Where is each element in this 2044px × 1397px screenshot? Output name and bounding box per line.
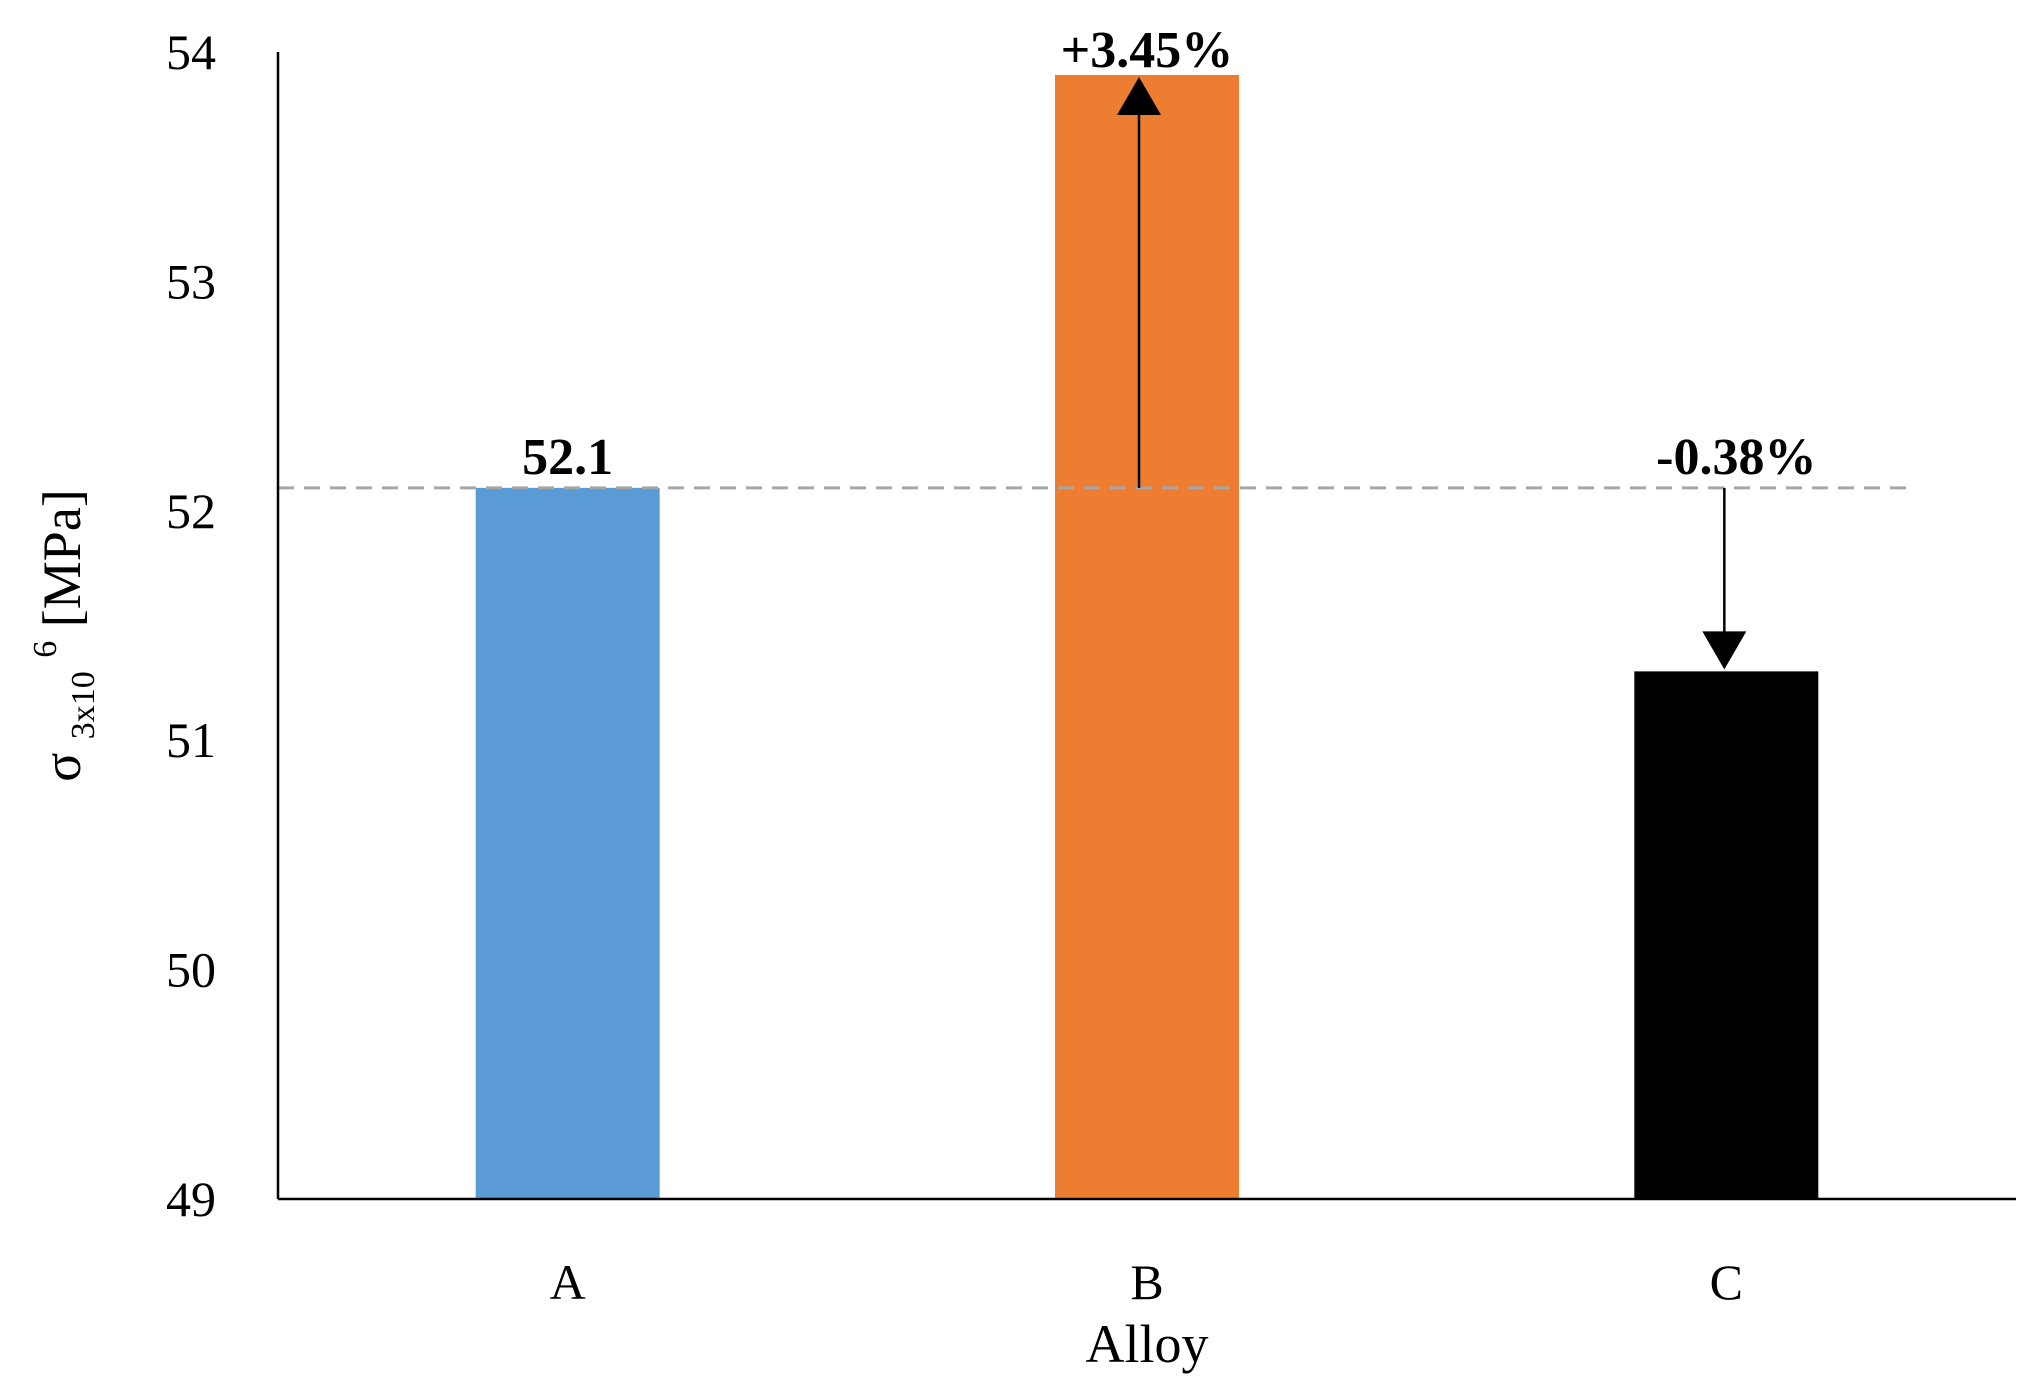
- decrease-arrowhead: [1702, 631, 1747, 670]
- annotations-layer: 52.1 +3.45% -0.38%: [522, 22, 1816, 670]
- x-tick-label: C: [1710, 1254, 1743, 1310]
- y-tick-label: 50: [166, 942, 216, 998]
- y-tick-labels: 49 50 51 52 53 54: [166, 24, 216, 1227]
- y-tick-label: 54: [166, 24, 216, 80]
- bar-c: [1634, 671, 1819, 1199]
- y-axis-title: σ 3x10 6 [MPa]: [8, 489, 106, 782]
- x-tick-labels: A B C: [550, 1254, 1743, 1310]
- bar-b: [1055, 74, 1239, 1200]
- y-tick-label: 49: [166, 1171, 216, 1227]
- x-axis-title: Alloy: [1085, 1314, 1208, 1374]
- bar-a: [475, 487, 660, 1199]
- y-tick-label: 53: [166, 253, 216, 309]
- bars-layer: [475, 74, 1819, 1200]
- y-axis-subscript: 3x10: [65, 671, 102, 739]
- y-tick-label: 52: [166, 483, 216, 539]
- y-tick-label: 51: [166, 712, 216, 768]
- data-label-a: 52.1: [522, 429, 613, 486]
- data-label-c: -0.38%: [1656, 429, 1816, 486]
- increase-arrowhead: [1117, 76, 1161, 115]
- x-tick-label: A: [550, 1254, 586, 1310]
- axes-layer: [276, 52, 2016, 1201]
- y-axis-superscript: 6: [27, 641, 64, 658]
- data-label-b: +3.45%: [1061, 22, 1234, 79]
- x-tick-label: B: [1130, 1254, 1163, 1310]
- y-axis-unit: [MPa]: [32, 489, 92, 627]
- y-axis-symbol: σ: [32, 753, 92, 782]
